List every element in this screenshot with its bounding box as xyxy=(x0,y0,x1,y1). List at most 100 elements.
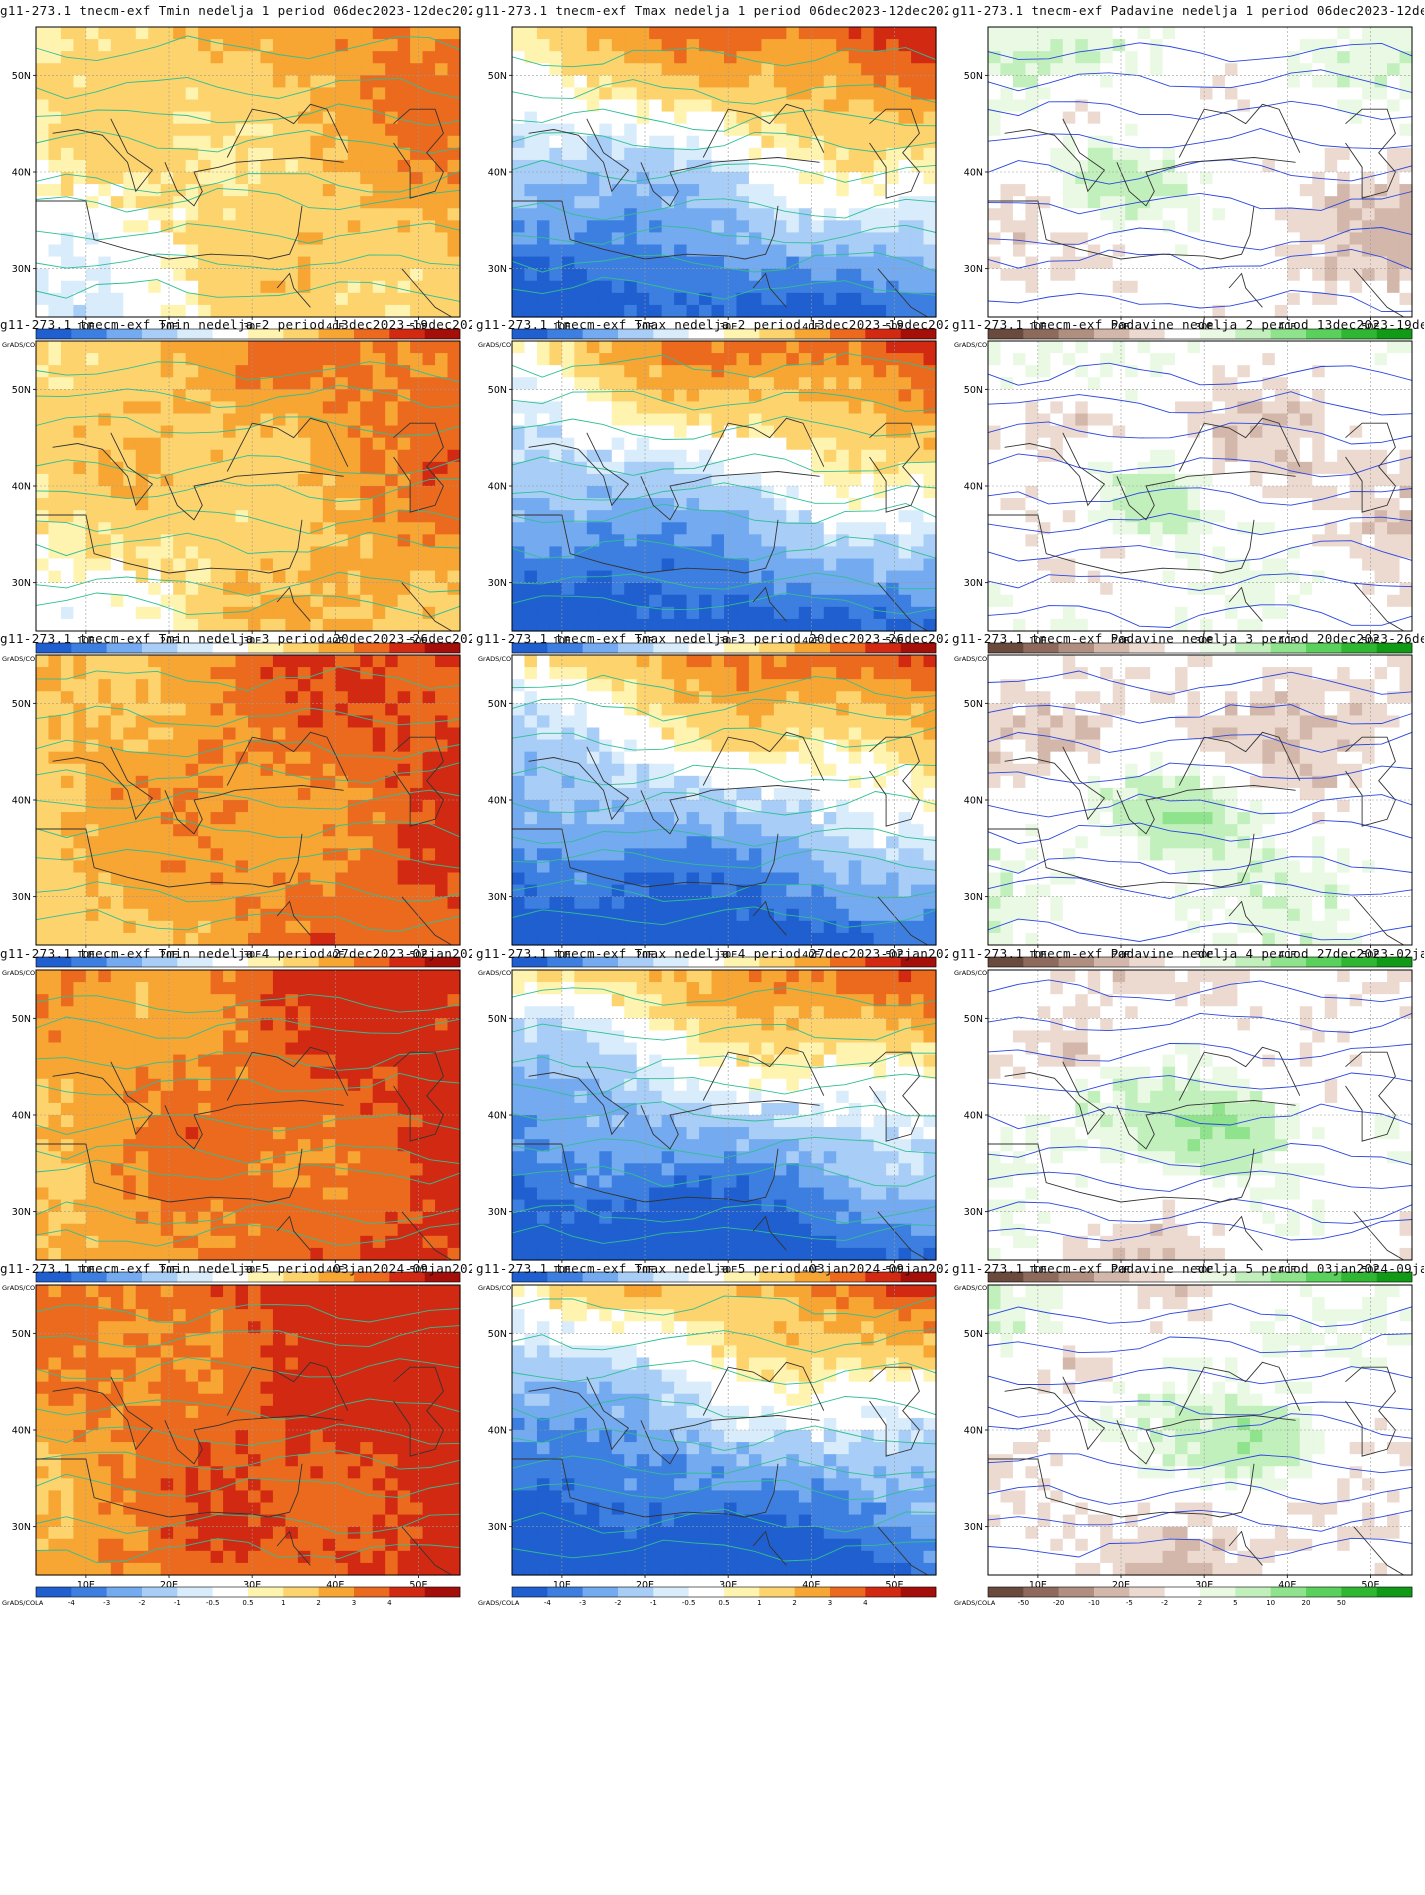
field-cell xyxy=(599,534,613,548)
x-tick-label: 10E xyxy=(1029,322,1047,333)
field-cell xyxy=(110,63,124,76)
field-cell xyxy=(674,75,688,89)
field-cell xyxy=(748,208,763,221)
field-cell xyxy=(60,389,75,403)
field-cell xyxy=(198,75,212,89)
field-cell xyxy=(1312,401,1326,415)
field-cell xyxy=(173,256,187,270)
field-cell xyxy=(898,184,912,197)
field-cell xyxy=(1249,510,1263,523)
field-cell xyxy=(1150,413,1164,427)
field-cell xyxy=(836,618,850,632)
field-cell xyxy=(699,534,713,548)
field-cell xyxy=(135,486,149,499)
field-cell xyxy=(1224,27,1239,40)
field-cell xyxy=(1175,196,1189,209)
field-cell xyxy=(248,558,262,572)
field-cell xyxy=(173,461,187,475)
field-cell xyxy=(223,558,237,572)
field-cell xyxy=(1137,196,1151,209)
contour-line xyxy=(511,482,937,504)
field-cell xyxy=(798,377,812,390)
field-cell xyxy=(260,341,274,354)
field-cell xyxy=(599,268,613,282)
colorbar-swatch xyxy=(424,643,461,653)
field-cell xyxy=(1000,377,1014,390)
field-cell xyxy=(335,522,349,535)
field-cell xyxy=(699,486,713,499)
field-cell xyxy=(786,147,800,161)
field-cell xyxy=(210,208,224,221)
field-cell xyxy=(773,256,787,270)
field-cell xyxy=(823,159,837,173)
field-cell xyxy=(611,123,625,137)
field-cell xyxy=(1200,473,1214,487)
field-cell xyxy=(422,232,436,246)
field-cell xyxy=(435,534,449,548)
field-cell xyxy=(636,232,650,246)
field-cell xyxy=(736,87,750,101)
field-cell xyxy=(861,570,875,584)
field-cell xyxy=(1062,377,1076,390)
field-cell xyxy=(1399,159,1413,173)
field-cell xyxy=(649,594,663,608)
field-cell xyxy=(1399,135,1413,149)
field-cell xyxy=(1349,498,1363,511)
field-cell xyxy=(1262,147,1276,161)
field-cell xyxy=(1249,280,1263,294)
field-cell xyxy=(823,486,837,499)
field-cell xyxy=(649,389,663,403)
field-cell xyxy=(1399,473,1413,487)
field-cell xyxy=(1337,510,1351,523)
field-cell xyxy=(898,63,912,76)
field-cell xyxy=(1187,425,1201,439)
coastline xyxy=(164,471,344,521)
field-cell xyxy=(886,618,900,632)
field-cell xyxy=(310,232,324,246)
field-cell xyxy=(110,377,124,390)
field-cell xyxy=(235,606,249,620)
field-cell xyxy=(1012,498,1027,511)
field-cell xyxy=(699,341,713,354)
field-cell xyxy=(1324,522,1338,535)
field-cell xyxy=(1125,111,1139,125)
field-cell xyxy=(422,159,436,173)
field-cell xyxy=(524,184,538,197)
field-cell xyxy=(1050,244,1064,258)
field-cell xyxy=(711,461,725,475)
field-cell xyxy=(848,39,862,52)
field-cell xyxy=(1374,425,1388,439)
field-cell xyxy=(310,123,324,137)
field-cell xyxy=(873,63,887,76)
field-cell xyxy=(811,99,825,113)
field-cell xyxy=(385,353,399,366)
field-cell xyxy=(372,473,386,487)
field-cell xyxy=(210,353,224,366)
field-cell xyxy=(586,389,600,403)
field-cell xyxy=(1112,184,1126,197)
field-cell xyxy=(861,546,875,560)
field-cell xyxy=(1212,244,1226,258)
field-cell xyxy=(272,618,287,632)
field-cell xyxy=(1337,341,1351,354)
field-cell xyxy=(335,486,349,499)
field-cell xyxy=(1224,268,1239,282)
field-cell xyxy=(1125,510,1139,523)
map-plot: 10E20E30E40E50E50N40N30N-4-3-2-1-0.50.51… xyxy=(478,340,937,663)
field-cell xyxy=(123,159,137,173)
contour-line xyxy=(511,108,937,132)
field-cell xyxy=(611,244,625,258)
field-cell xyxy=(773,377,787,390)
field-cell xyxy=(786,594,800,608)
field-cell xyxy=(397,570,411,584)
field-cell xyxy=(73,268,87,282)
field-cell xyxy=(422,27,436,40)
field-cell xyxy=(160,425,174,439)
field-cell xyxy=(599,558,613,572)
y-tick-label: 30N xyxy=(488,264,507,275)
field-cell xyxy=(272,522,287,535)
field-cell xyxy=(873,87,887,101)
field-cell xyxy=(786,558,800,572)
field-cell xyxy=(322,486,336,499)
field-cell xyxy=(435,27,449,40)
